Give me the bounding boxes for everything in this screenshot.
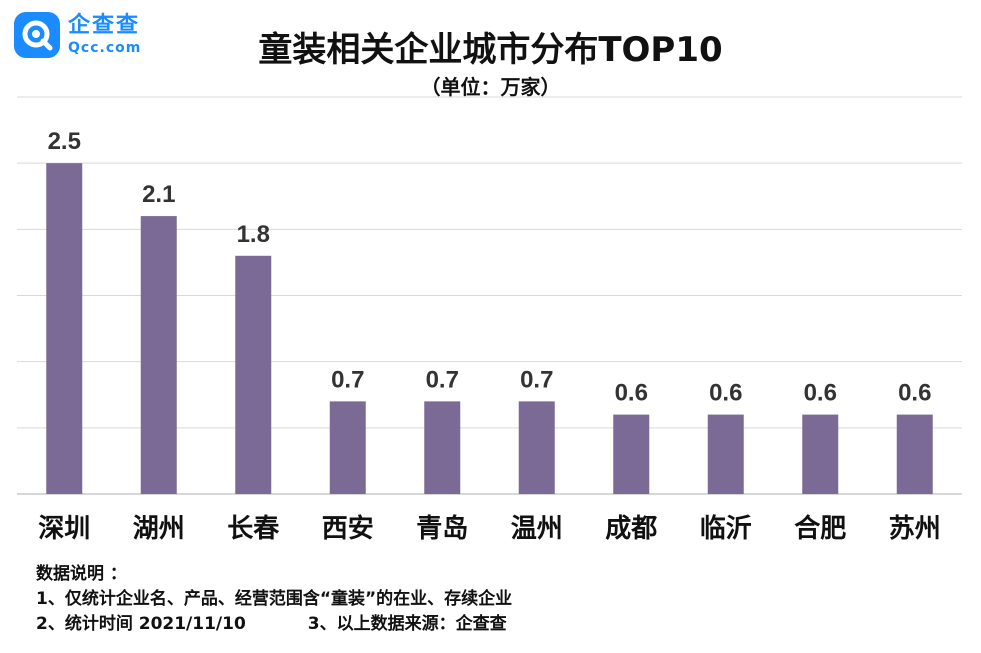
value-label: 0.7 [426, 366, 459, 393]
bar [329, 401, 366, 494]
notes-line-2b: 3、以上数据来源：企查查 [307, 614, 507, 634]
notes-line-2a: 2、统计时间 2021/11/10 [36, 614, 246, 634]
qcc-logo: 企查查 Qcc.com [14, 12, 141, 58]
value-label: 0.7 [331, 366, 364, 393]
category-label: 西安 [322, 514, 374, 544]
bar [518, 401, 555, 494]
bar [424, 401, 461, 494]
notes-line-1: 1、仅统计企业名、产品、经营范围含“童装”的在业、存续企业 [36, 589, 513, 609]
chart-title: 童装相关企业城市分布TOP10 [258, 30, 723, 70]
bar [613, 414, 650, 494]
qcc-logo-icon [14, 12, 60, 58]
category-label: 青岛 [416, 513, 468, 544]
category-label: 苏州 [889, 514, 941, 544]
category-labels: 深圳 湖州 长春 西安 青岛 温州 成都 临沂 合肥 苏州 [38, 513, 941, 544]
value-labels: 2.5 2.1 1.8 0.7 0.7 0.7 0.6 0.6 0.6 0.6 [48, 128, 932, 406]
category-label: 温州 [511, 514, 563, 544]
category-label: 深圳 [38, 514, 90, 544]
bar [140, 216, 177, 494]
value-label: 0.6 [898, 380, 931, 407]
bars [46, 163, 933, 494]
bar [896, 414, 933, 494]
chart-unit: （单位：万家） [420, 75, 561, 99]
value-label: 0.6 [804, 380, 837, 407]
notes-heading: 数据说明 ： [36, 564, 127, 584]
bar-chart: 2.5 2.1 1.8 0.7 0.7 0.7 0.6 0.6 0.6 0.6 深圳 湖州 长春 西安 青… [17, 96, 962, 544]
bar [707, 414, 744, 494]
data-notes: 数据说明 ： 1、仅统计企业名、产品、经营范围含“童装”的在业、存续企业 2、统… [36, 562, 512, 637]
value-label: 0.6 [615, 380, 648, 407]
value-label: 1.8 [237, 221, 270, 248]
category-label: 合肥 [794, 513, 846, 544]
value-label: 2.5 [48, 128, 81, 155]
category-label: 长春 [227, 514, 279, 544]
value-label: 2.1 [142, 181, 175, 208]
value-label: 0.6 [709, 380, 742, 407]
bar [235, 255, 272, 494]
logo-name-en: Qcc.com [68, 40, 142, 56]
category-label: 湖州 [133, 514, 185, 544]
value-label: 0.7 [520, 366, 553, 393]
bar [802, 414, 839, 494]
logo-name-cn: 企查查 [68, 13, 141, 38]
bar [46, 163, 83, 494]
category-label: 临沂 [700, 513, 752, 544]
category-label: 成都 [605, 514, 657, 544]
